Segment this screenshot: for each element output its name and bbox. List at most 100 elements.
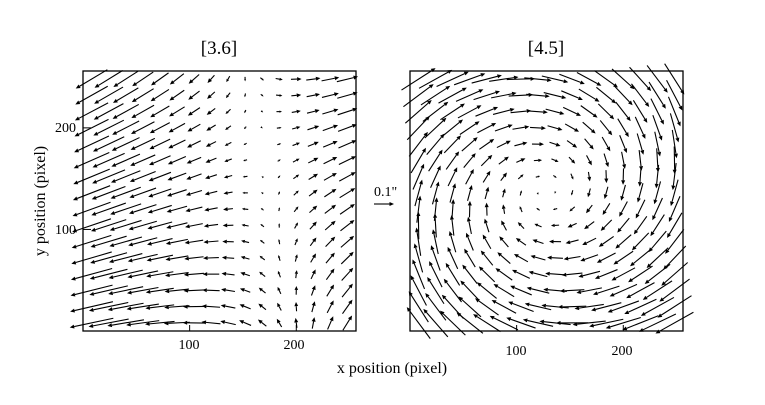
vector-arrow-head	[580, 257, 586, 262]
vector-arrow-head	[165, 240, 171, 245]
vector-arrow-head	[244, 110, 247, 114]
vector-arrow-head	[517, 222, 522, 227]
vector-arrow-head	[146, 257, 152, 262]
vector-arrow-head	[451, 199, 456, 204]
vector-arrow-head	[311, 301, 316, 307]
vector-arrow-head	[657, 313, 663, 318]
vector-arrow-head	[205, 175, 210, 180]
vector-arrow-head	[296, 126, 301, 130]
vector-arrow-head	[431, 229, 436, 235]
vector-arrow-head	[223, 207, 228, 212]
vector-arrow-head	[311, 285, 316, 291]
vector-arrow-shaft	[473, 91, 496, 101]
vector-arrow-head	[183, 304, 188, 309]
vector-arrow-head	[94, 99, 100, 104]
vector-arrow-head	[347, 315, 353, 321]
vector-arrow-shaft	[92, 318, 129, 327]
vector-arrow-head	[572, 143, 578, 148]
vector-arrow-shaft	[426, 136, 442, 155]
vector-arrow-shaft	[208, 207, 218, 211]
vector-arrow-head	[279, 94, 283, 97]
vector-arrow-head	[594, 97, 600, 102]
vector-arrow-shaft	[340, 222, 352, 232]
vector-arrow-shaft	[245, 142, 247, 145]
vector-arrow-shaft	[480, 284, 497, 299]
vector-arrow-head	[637, 181, 642, 187]
vector-arrow-head	[168, 144, 174, 149]
vector-arrow-shaft	[410, 294, 429, 323]
vector-arrow-shaft	[261, 241, 265, 244]
vector-arrow-head	[130, 146, 136, 150]
vector-arrow-shaft	[292, 143, 297, 147]
vector-arrow-shaft	[520, 208, 523, 213]
vector-arrow-shaft	[519, 240, 527, 246]
vector-arrow-shaft	[547, 125, 559, 130]
vector-arrow-head	[278, 143, 282, 146]
vector-arrow-shaft	[468, 221, 472, 235]
vector-arrow-head	[594, 275, 600, 279]
vector-arrow-shaft	[96, 169, 126, 183]
vector-arrow-shaft	[672, 163, 677, 186]
vector-arrow-shaft	[227, 191, 233, 194]
vector-arrow-shaft	[634, 232, 650, 248]
vector-arrow-shaft	[593, 318, 624, 327]
vector-arrow-head	[91, 195, 97, 200]
vector-arrow-shaft	[602, 235, 614, 245]
vector-arrow-head	[561, 272, 567, 277]
vector-arrow-head	[261, 176, 264, 179]
vector-arrow-head	[493, 106, 499, 111]
vector-arrow-shaft	[514, 287, 532, 296]
vector-arrow-head	[524, 302, 530, 307]
vector-arrow-shaft	[76, 201, 111, 215]
vector-arrow-shaft	[291, 111, 297, 113]
vector-arrow-head	[312, 205, 318, 211]
vector-arrow-head	[70, 276, 76, 281]
vector-arrow-head	[163, 321, 169, 326]
vector-arrow-shaft	[659, 311, 694, 332]
vector-arrow-head	[296, 109, 301, 114]
vector-arrow-shaft	[341, 270, 351, 281]
vector-arrow-shaft	[603, 219, 613, 229]
vector-arrow-shaft	[615, 101, 629, 118]
vector-arrow-shaft	[94, 252, 128, 263]
vector-arrow-shaft	[512, 302, 534, 313]
vector-arrow-shaft	[597, 285, 620, 294]
vector-arrow-head	[294, 270, 298, 274]
vector-arrow-head	[418, 179, 423, 185]
vector-arrow-shaft	[519, 192, 522, 196]
vector-arrow-head	[297, 77, 302, 82]
vector-arrow-shaft	[135, 104, 155, 117]
vector-arrow-shaft	[628, 298, 657, 313]
vector-arrow-head	[539, 142, 544, 147]
vector-arrow-head	[220, 304, 226, 309]
vector-arrow-shaft	[224, 321, 236, 326]
vector-arrow-shaft	[261, 257, 266, 261]
vector-field-4.5	[401, 63, 694, 339]
vector-arrow-shaft	[609, 316, 641, 328]
vector-arrow-shaft	[530, 288, 550, 294]
vector-arrow-shaft	[153, 122, 170, 132]
vector-arrow-head	[453, 167, 458, 173]
vector-arrow-head	[646, 86, 652, 92]
vector-arrow-head	[186, 159, 192, 164]
vector-arrow-head	[673, 153, 678, 159]
vector-arrow-shaft	[97, 119, 125, 135]
vector-arrow-shaft	[133, 204, 157, 213]
vector-arrow-shaft	[506, 78, 531, 81]
vector-arrow-head	[657, 151, 662, 157]
vector-arrow-head	[261, 94, 264, 97]
vector-arrow-shaft	[325, 239, 333, 247]
vector-arrow-shaft	[564, 123, 576, 131]
vector-arrow-head	[547, 255, 552, 260]
vector-arrow-head	[507, 124, 513, 129]
vector-arrow-shaft	[406, 118, 428, 141]
vector-arrow-shaft	[227, 208, 234, 210]
vector-arrow-head	[493, 284, 499, 289]
vector-arrow-shaft	[524, 77, 548, 81]
vector-arrow-shaft	[244, 257, 250, 260]
vector-arrow-head	[486, 170, 491, 176]
vector-arrow-head	[487, 154, 493, 160]
vector-arrow-head	[680, 89, 685, 95]
vector-arrow-shaft	[484, 238, 492, 250]
